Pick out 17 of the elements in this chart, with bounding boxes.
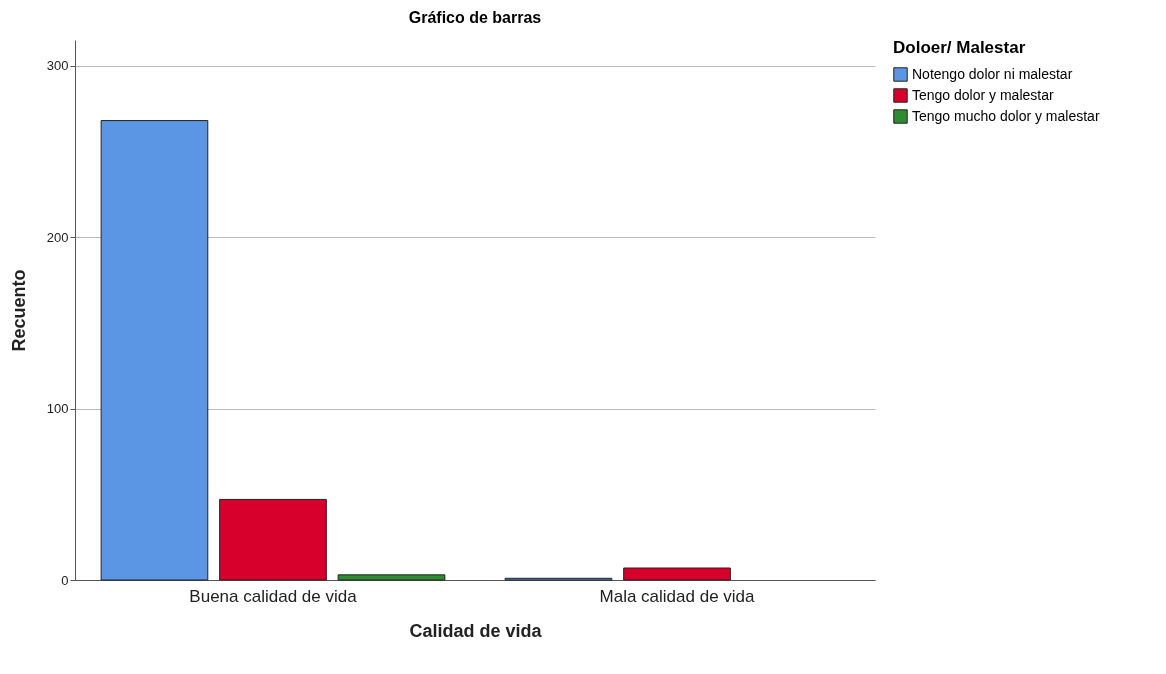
- legend-label: Notengo dolor ni malestar: [912, 65, 1073, 82]
- x-axis-title: Calidad de vida: [409, 620, 543, 641]
- bar: [623, 567, 731, 581]
- bar: [219, 498, 327, 581]
- y-tick-label: 100: [46, 401, 69, 417]
- bar: [337, 574, 446, 581]
- y-tick-label: 300: [46, 58, 69, 74]
- legend-title: Doloer/ Malestar: [893, 38, 1026, 57]
- legend-label: Tengo dolor y malestar: [912, 86, 1054, 103]
- bar: [100, 120, 209, 581]
- y-tick-label: 0: [61, 572, 69, 588]
- legend-label: Tengo mucho dolor y malestar: [912, 107, 1100, 124]
- y-tick-label: 200: [46, 229, 69, 245]
- x-tick-label: Mala calidad de vida: [599, 586, 756, 606]
- y-axis-title: Recuento: [8, 269, 29, 352]
- x-tick-label: Buena calidad de vida: [189, 586, 358, 606]
- chart-title: Gráfico de barras: [408, 9, 542, 26]
